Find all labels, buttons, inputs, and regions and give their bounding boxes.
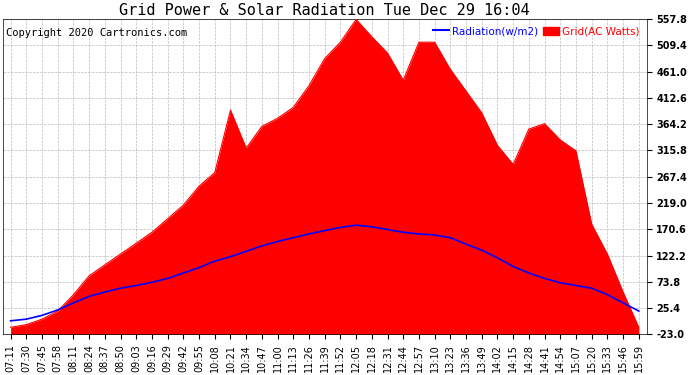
Text: Copyright 2020 Cartronics.com: Copyright 2020 Cartronics.com: [6, 28, 187, 38]
Legend: Radiation(w/m2), Grid(AC Watts): Radiation(w/m2), Grid(AC Watts): [431, 24, 642, 38]
Title: Grid Power & Solar Radiation Tue Dec 29 16:04: Grid Power & Solar Radiation Tue Dec 29 …: [119, 3, 530, 18]
